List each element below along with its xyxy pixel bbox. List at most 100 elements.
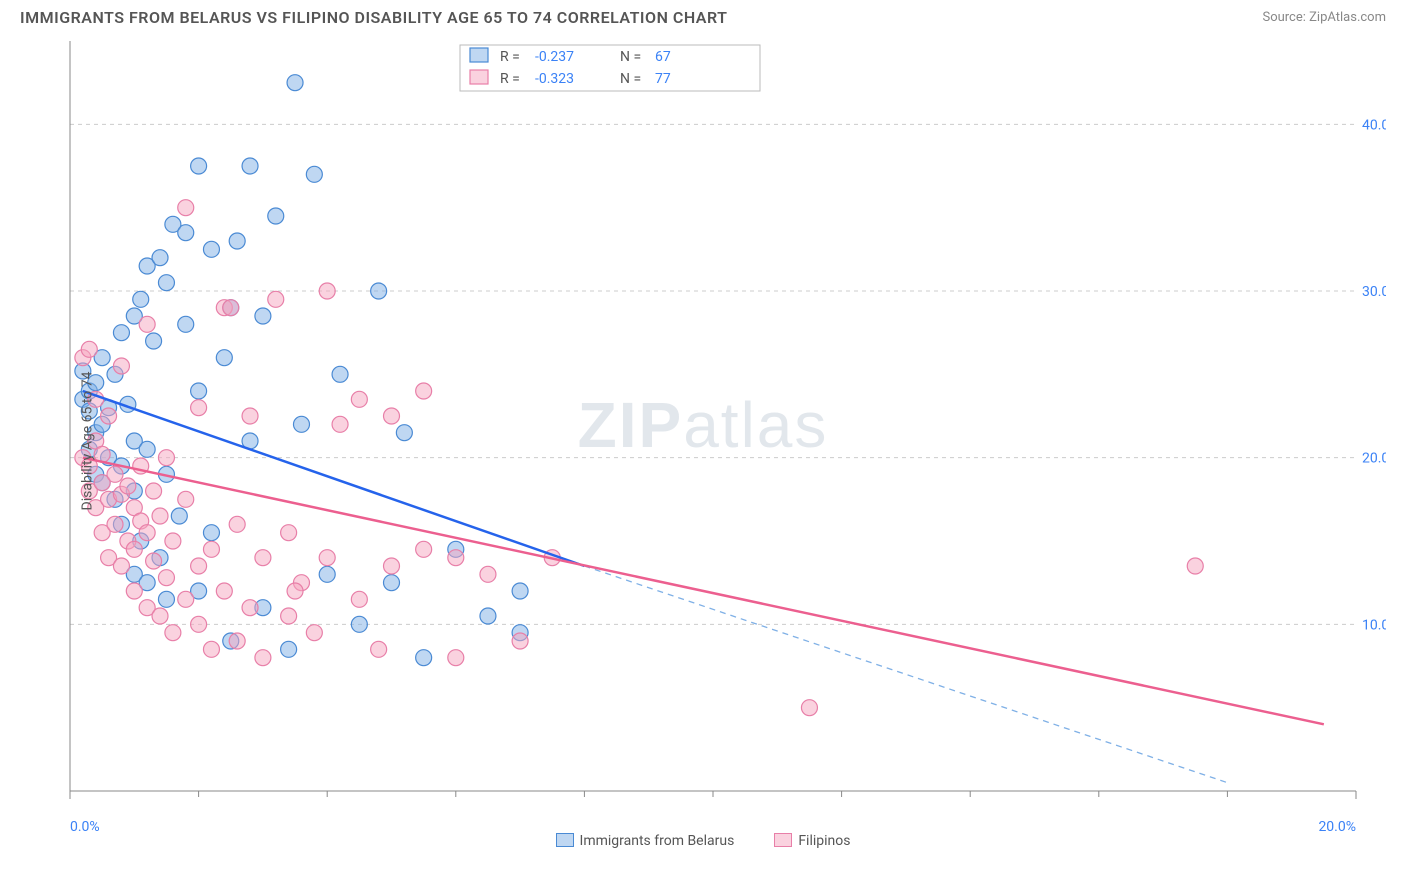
data-point (216, 350, 232, 366)
data-point (306, 625, 322, 641)
data-point (203, 541, 219, 557)
data-point (351, 591, 367, 607)
data-point (120, 478, 136, 494)
data-point (416, 541, 432, 557)
data-point (287, 75, 303, 91)
data-point (126, 541, 142, 557)
data-point (146, 553, 162, 569)
data-point (255, 550, 271, 566)
data-point (113, 558, 129, 574)
data-point (281, 525, 297, 541)
data-point (242, 600, 258, 616)
data-point (139, 441, 155, 457)
data-point (371, 641, 387, 657)
data-point (281, 641, 297, 657)
data-point (287, 583, 303, 599)
data-point (178, 225, 194, 241)
data-point (178, 316, 194, 332)
data-point (139, 316, 155, 332)
data-point (139, 525, 155, 541)
y-tick-label: 20.0% (1362, 451, 1386, 467)
data-point (416, 650, 432, 666)
trendline-filipinos (83, 458, 1324, 725)
legend-item-belarus: Immigrants from Belarus (556, 833, 735, 849)
legend-r-value: -0.237 (535, 49, 574, 65)
y-axis-title: Disability Age 65 to 74 (79, 372, 95, 511)
data-point (191, 400, 207, 416)
data-point (384, 408, 400, 424)
legend-n-value: 77 (655, 71, 671, 87)
data-point (319, 550, 335, 566)
data-point (268, 208, 284, 224)
data-point (178, 591, 194, 607)
data-point (229, 633, 245, 649)
data-point (203, 641, 219, 657)
data-point (126, 583, 142, 599)
legend-item-filipinos: Filipinos (774, 833, 850, 849)
legend-n-value: 67 (655, 49, 671, 65)
data-point (255, 650, 271, 666)
data-point (191, 158, 207, 174)
data-point (146, 333, 162, 349)
data-point (158, 450, 174, 466)
data-point (223, 300, 239, 316)
data-point (152, 250, 168, 266)
data-point (319, 566, 335, 582)
data-point (319, 283, 335, 299)
data-point (332, 366, 348, 382)
data-point (178, 200, 194, 216)
data-point (152, 608, 168, 624)
data-point (512, 583, 528, 599)
data-point (107, 516, 123, 532)
data-point (242, 158, 258, 174)
data-point (165, 533, 181, 549)
legend-swatch (470, 48, 488, 62)
data-point (203, 241, 219, 257)
y-tick-label: 40.0% (1362, 117, 1386, 133)
legend-n-label: N = (620, 71, 641, 87)
data-point (281, 608, 297, 624)
legend-r-label: R = (500, 49, 520, 65)
data-point (371, 283, 387, 299)
data-point (416, 383, 432, 399)
data-point (191, 383, 207, 399)
data-point (229, 516, 245, 532)
data-point (268, 291, 284, 307)
data-point (133, 291, 149, 307)
data-point (216, 583, 232, 599)
legend-swatch (470, 70, 488, 84)
data-point (396, 425, 412, 441)
legend-bottom: Immigrants from Belarus Filipinos (20, 833, 1386, 849)
data-point (448, 650, 464, 666)
y-tick-label: 30.0% (1362, 284, 1386, 300)
source-link[interactable]: ZipAtlas.com (1309, 10, 1386, 25)
trendline-belarus-extrapolated (584, 566, 1227, 783)
data-point (158, 591, 174, 607)
y-tick-label: 10.0% (1362, 617, 1386, 633)
data-point (158, 275, 174, 291)
data-point (1187, 558, 1203, 574)
data-point (107, 466, 123, 482)
data-point (171, 508, 187, 524)
data-point (480, 608, 496, 624)
data-point (293, 416, 309, 432)
data-point (351, 616, 367, 632)
legend-r-value: -0.323 (535, 71, 574, 87)
data-point (255, 308, 271, 324)
source-attribution: Source: ZipAtlas.com (1262, 10, 1386, 25)
chart-title: IMMIGRANTS FROM BELARUS VS FILIPINO DISA… (20, 8, 727, 27)
correlation-chart: 10.0%20.0%30.0%40.0%0.0%20.0%R =-0.237N … (20, 31, 1386, 851)
legend-n-label: N = (620, 49, 641, 65)
data-point (101, 408, 117, 424)
data-point (242, 408, 258, 424)
data-point (113, 358, 129, 374)
data-point (229, 233, 245, 249)
data-point (512, 633, 528, 649)
data-point (351, 391, 367, 407)
data-point (801, 700, 817, 716)
data-point (448, 550, 464, 566)
data-point (191, 616, 207, 632)
data-point (384, 575, 400, 591)
data-point (480, 566, 496, 582)
data-point (165, 625, 181, 641)
